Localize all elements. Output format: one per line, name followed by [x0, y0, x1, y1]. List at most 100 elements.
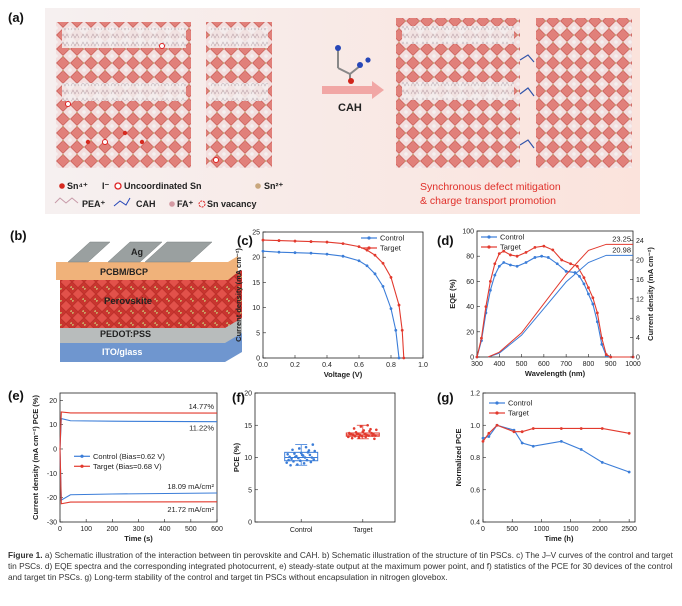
integrated-value-label: 20.98	[612, 245, 631, 254]
y-tick-label: 0.8	[470, 455, 480, 462]
eqe-control-marker	[582, 282, 586, 286]
target-current-line	[59, 448, 218, 505]
series-control-marker	[293, 251, 297, 255]
data-point	[306, 451, 310, 454]
plot-frame	[476, 230, 634, 358]
eqe-target-marker	[582, 276, 586, 280]
x-tick-label: 0.4	[322, 362, 332, 369]
x-tick-label: 0.6	[354, 362, 364, 369]
series-target-marker	[309, 240, 313, 243]
data-point	[288, 455, 291, 459]
data-point	[347, 435, 350, 439]
plot-frame	[482, 392, 636, 523]
x-tick-label: 1000	[625, 361, 641, 368]
eqe-control-marker	[540, 254, 544, 258]
y-tick-label: 10	[244, 455, 252, 462]
treated-perovskite-lattice	[396, 18, 632, 168]
eqe-target-marker	[569, 262, 572, 266]
x-tick-label: 500	[506, 526, 518, 533]
chart-f: (f) 0 5 10 15 20 PCE (%) Control Target	[232, 390, 396, 534]
panel-c-label: (c)	[237, 233, 253, 248]
eqe-target-marker	[493, 262, 497, 266]
panel-a: (a) CAH	[8, 8, 640, 214]
data-point	[359, 425, 363, 428]
y-tick-label: 1.2	[470, 391, 480, 398]
data-point	[371, 434, 374, 437]
y-tick-label: 10	[252, 305, 260, 312]
series-control-marker	[397, 356, 401, 360]
series-control-marker	[600, 460, 604, 464]
data-point	[309, 460, 313, 464]
x-axis-label: Time (h)	[544, 534, 574, 543]
integrated-control-line	[487, 254, 633, 358]
pristine-perovskite-lattice	[56, 22, 272, 168]
x-tick-label: 900	[605, 361, 617, 368]
sn-vacancy-icon	[198, 200, 206, 208]
data-point	[365, 433, 368, 437]
y-right-tick-label: 4	[636, 335, 640, 342]
legend-fa: FA⁺	[177, 199, 194, 209]
eqe-control-marker	[591, 302, 595, 306]
legend-entry: Control (Bias=0.62 V)	[93, 452, 165, 461]
y-axis-label: Current density (mA cm⁻²)	[234, 248, 243, 342]
legend-entry: Target	[500, 243, 522, 252]
eqe-control-marker	[515, 264, 519, 268]
layer-label-ag: Ag	[131, 247, 143, 257]
legend-sn-vacancy: Sn vacancy	[207, 199, 257, 209]
legend-marker	[367, 236, 371, 240]
legend-marker	[80, 454, 84, 458]
series-control-marker	[261, 249, 265, 253]
legend-entry: Target (Bias=0.68 V)	[93, 462, 162, 471]
series-target-marker	[400, 328, 404, 332]
eqe-target-marker	[609, 355, 613, 359]
legend-entry: Control	[500, 233, 525, 242]
target-pce-line	[59, 411, 218, 450]
data-point	[313, 449, 317, 453]
y-tick-label: 0	[248, 520, 252, 527]
x-tick-label: 200	[106, 526, 118, 533]
result-text-line2: & charge transport promotion	[420, 195, 556, 207]
panel-d-label: (d)	[437, 233, 454, 248]
series-control-marker	[531, 444, 535, 448]
x-axis-label: Time (s)	[124, 534, 153, 543]
legend-pea: PEA⁺	[82, 199, 106, 209]
integrated-value-label: 23.25	[612, 234, 631, 243]
eqe-control-marker	[497, 264, 501, 268]
y-tick-label: 80	[466, 254, 474, 261]
series-control-line	[482, 424, 630, 473]
data-point	[285, 461, 289, 464]
data-point	[369, 427, 372, 431]
x-tick-label: 1000	[534, 526, 550, 533]
plot-frame	[254, 392, 396, 523]
legend-sn4: Sn⁴⁺	[67, 181, 88, 191]
eqe-target-marker	[533, 245, 537, 249]
data-point	[291, 448, 294, 452]
eqe-target-marker	[515, 254, 519, 258]
y-tick-label: 5	[248, 487, 252, 494]
legend-sn2: Sn²⁺	[264, 181, 283, 191]
eqe-control-marker	[546, 256, 550, 259]
x-tick-label: 300	[471, 361, 483, 368]
figure-caption: Figure 1. a) Schematic illustration of t…	[8, 550, 676, 584]
panel-f-label: (f)	[232, 390, 245, 405]
series-target-line	[262, 239, 405, 359]
y-tick-label: 60	[466, 279, 474, 286]
series-target-marker	[495, 423, 499, 427]
series-control-marker	[627, 470, 631, 474]
chart-g: (g) 0 500 1000 1500 2000 2500 0.4 0.6 0.8 1.0 1.2 Ti…	[437, 390, 637, 543]
data-point	[363, 432, 367, 435]
eqe-control-marker	[488, 288, 492, 292]
fa-icon	[169, 201, 175, 207]
eqe-control-marker	[509, 263, 512, 267]
x-tick-label: 500	[516, 361, 528, 368]
series-target-marker	[531, 427, 535, 430]
x-tick-label: 800	[583, 361, 595, 368]
data-point	[360, 434, 364, 438]
data-point	[299, 451, 303, 455]
legend-entry: Control	[380, 234, 405, 243]
series-control-marker	[325, 252, 329, 256]
series-target-marker	[600, 427, 604, 430]
series-control-marker	[277, 250, 281, 254]
eqe-control-marker	[533, 256, 537, 259]
series-target-marker	[627, 431, 631, 435]
